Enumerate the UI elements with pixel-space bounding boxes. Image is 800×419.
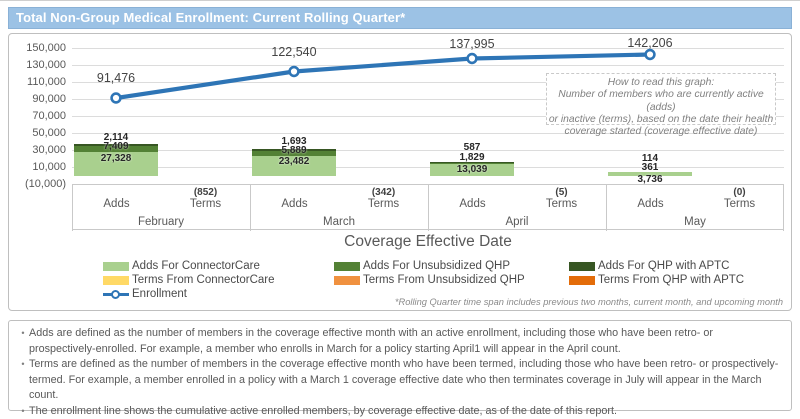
y-tick: (10,000) bbox=[9, 178, 66, 190]
x-axis-title: Coverage Effective Date bbox=[72, 233, 784, 251]
enrollment-marker-march bbox=[290, 67, 299, 76]
enrollment-label-march: 122,540 bbox=[249, 46, 339, 59]
x-label-terms: Terms bbox=[339, 198, 428, 210]
legend-item-adds-qhp-aptc: Adds For QHP with APTC bbox=[569, 260, 729, 273]
legend-item-enrollment: Enrollment bbox=[103, 288, 187, 301]
terms-total-may: (0) bbox=[695, 187, 784, 198]
legend-label: Adds For QHP with APTC bbox=[598, 260, 729, 273]
y-tick: 70,000 bbox=[9, 110, 66, 122]
y-tick: 10,000 bbox=[9, 161, 66, 173]
bar-label-cc: 27,328 bbox=[74, 154, 158, 164]
y-tick: 130,000 bbox=[9, 59, 66, 71]
y-tick: 30,000 bbox=[9, 144, 66, 156]
legend-label: Terms From ConnectorCare bbox=[132, 274, 275, 287]
enrollment-label-april: 137,995 bbox=[427, 38, 517, 51]
x-label-adds: Adds bbox=[250, 198, 339, 210]
gridline bbox=[72, 65, 784, 66]
y-tick: 110,000 bbox=[9, 76, 66, 88]
gridline bbox=[72, 150, 784, 151]
note-adds-definition: • Adds are defined as the number of memb… bbox=[17, 326, 781, 357]
note-text: Terms are defined as the number of membe… bbox=[29, 357, 781, 404]
enrollment-line-icon bbox=[103, 288, 129, 301]
legend-swatch-icon bbox=[569, 276, 595, 285]
y-tick: 50,000 bbox=[9, 127, 66, 139]
bullet-icon: • bbox=[17, 357, 29, 404]
legend-item-adds-unsubsidized: Adds For Unsubsidized QHP bbox=[334, 260, 510, 273]
legend-swatch-icon bbox=[103, 262, 129, 271]
terms-total-february: (852) bbox=[161, 187, 250, 198]
info-box-line: or inactive (terms), based on the date t… bbox=[547, 114, 775, 126]
legend-swatch-icon bbox=[334, 262, 360, 271]
chart-title: Total Non-Group Medical Enrollment: Curr… bbox=[16, 10, 405, 25]
chart-title-band: Total Non-Group Medical Enrollment: Curr… bbox=[8, 7, 792, 29]
legend-item-terms-connectorcare: Terms From ConnectorCare bbox=[103, 274, 275, 287]
month-label-march: March bbox=[250, 216, 428, 228]
y-tick: 90,000 bbox=[9, 93, 66, 105]
x-label-terms: Terms bbox=[161, 198, 250, 210]
enrollment-label-february: 91,476 bbox=[71, 72, 161, 85]
x-label-terms: Terms bbox=[695, 198, 784, 210]
enrollment-marker-may bbox=[646, 50, 655, 59]
notes-panel: • Adds are defined as the number of memb… bbox=[8, 320, 792, 411]
legend-swatch-icon bbox=[334, 276, 360, 285]
legend-item-terms-qhp-aptc: Terms From QHP with APTC bbox=[569, 274, 744, 287]
rolling-quarter-footnote: *Rolling Quarter time span includes prev… bbox=[263, 297, 783, 307]
x-label-terms: Terms bbox=[517, 198, 606, 210]
x-label-adds: Adds bbox=[606, 198, 695, 210]
bullet-icon: • bbox=[17, 404, 29, 419]
legend-item-terms-unsubsidized: Terms From Unsubsidized QHP bbox=[334, 274, 525, 287]
legend-swatch-icon bbox=[569, 262, 595, 271]
info-box-line: coverage started (coverage effective dat… bbox=[547, 126, 775, 138]
info-box-title: How to read this graph: bbox=[547, 77, 775, 89]
legend-label: Adds For Unsubsidized QHP bbox=[363, 260, 510, 273]
page-top-rule bbox=[0, 0, 800, 1]
note-enrollment-line: • The enrollment line shows the cumulati… bbox=[17, 404, 781, 419]
legend-item-adds-connectorcare: Adds For ConnectorCare bbox=[103, 260, 260, 273]
y-tick: 150,000 bbox=[9, 42, 66, 54]
legend-label: Enrollment bbox=[132, 288, 187, 301]
how-to-read-box: How to read this graph: Number of member… bbox=[546, 73, 776, 125]
chart-panel: 150,000 130,000 110,000 90,000 70,000 50… bbox=[8, 33, 792, 311]
bar-label-unsub: 7,409 bbox=[74, 142, 158, 152]
bar-label-unsub: 5,889 bbox=[252, 146, 336, 156]
enrollment-label-may: 142,206 bbox=[605, 37, 695, 50]
info-box-line: Number of members who are currently acti… bbox=[547, 89, 775, 114]
x-axis-table: (852) (342) (5) (0) Adds Terms Adds Term… bbox=[72, 184, 784, 230]
enrollment-marker-april bbox=[468, 54, 477, 63]
terms-total-april: (5) bbox=[517, 187, 606, 198]
month-label-may: May bbox=[606, 216, 784, 228]
bar-label-cc: 23,482 bbox=[252, 157, 336, 167]
legend-swatch-icon bbox=[103, 276, 129, 285]
enrollment-marker-february bbox=[112, 94, 121, 103]
bar-label-unsub: 1,829 bbox=[430, 153, 514, 163]
month-label-april: April bbox=[428, 216, 606, 228]
note-text: The enrollment line shows the cumulative… bbox=[29, 404, 617, 419]
legend-label: Terms From Unsubsidized QHP bbox=[363, 274, 525, 287]
bar-label-cc: 13,039 bbox=[430, 165, 514, 175]
x-label-adds: Adds bbox=[428, 198, 517, 210]
note-text: Adds are defined as the number of member… bbox=[29, 326, 781, 357]
bar-label-unsub: 361 bbox=[608, 163, 692, 173]
note-terms-definition: • Terms are defined as the number of mem… bbox=[17, 357, 781, 404]
month-label-february: February bbox=[72, 216, 250, 228]
legend-label: Adds For ConnectorCare bbox=[132, 260, 260, 273]
bullet-icon: • bbox=[17, 326, 29, 357]
x-label-adds: Adds bbox=[72, 198, 161, 210]
legend-label: Terms From QHP with APTC bbox=[598, 274, 744, 287]
terms-total-march: (342) bbox=[339, 187, 428, 198]
